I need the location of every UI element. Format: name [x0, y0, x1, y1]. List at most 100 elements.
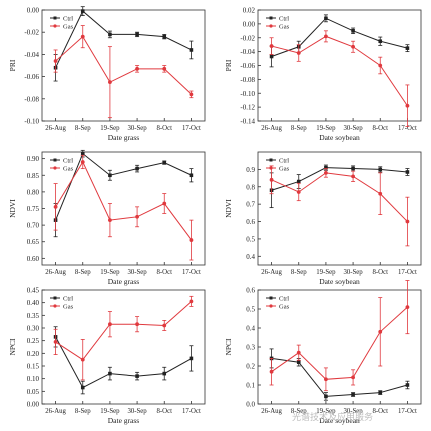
- x-tick-label: 17-Oct: [182, 125, 201, 132]
- y-tick-label: 0.2: [246, 363, 255, 371]
- series-ctrl: [269, 14, 410, 68]
- data-point: [162, 371, 167, 376]
- legend-marker: [53, 296, 57, 300]
- watermark-text: 光谱技术及应用服务: [292, 413, 374, 423]
- y-tick-label: 0.35: [27, 312, 40, 320]
- y-tick-label: 0.02: [243, 7, 256, 15]
- x-tick-label: 17-Oct: [398, 408, 417, 415]
- y-tick-label: 0.15: [27, 363, 40, 371]
- data-point: [80, 34, 85, 39]
- x-tick-label: 19-Sep: [316, 408, 336, 415]
- series-ctrl: [53, 326, 194, 395]
- series-line: [55, 35, 192, 95]
- y-tick-label: -0.10: [240, 90, 255, 98]
- plot-frame: [257, 151, 422, 266]
- legend-label: Gas: [279, 23, 290, 30]
- x-axis-label: Date grass: [108, 416, 140, 425]
- data-point: [80, 385, 85, 390]
- y-tick-label: 0.8: [246, 183, 255, 191]
- chart-panel-5: 0.45 0.40 0.35 0.30 0.25 0.20 0.15 0.10 0.05 0.00…: [8, 287, 206, 425]
- series-gas: [269, 165, 410, 247]
- data-point: [108, 32, 112, 37]
- data-point: [405, 383, 410, 387]
- y-tick-label: -0.14: [240, 118, 255, 126]
- legend-marker: [53, 166, 57, 170]
- y-tick-label: -0.06: [24, 73, 39, 81]
- y-tick-label: 0.00: [243, 20, 256, 28]
- y-axis-label: NPCI: [8, 338, 17, 356]
- series-line: [271, 17, 408, 57]
- x-axis-label: Date grass: [108, 133, 140, 142]
- y-axis-label: NDVI: [8, 199, 17, 218]
- chart-panel-3: 0.90 0.85 0.80 0.75 0.70 0.65 0.60 26-Aug 8-Sep 1…: [8, 149, 206, 286]
- x-tick-label: 26-Aug: [261, 408, 282, 415]
- data-point: [135, 214, 139, 219]
- y-tick-label: -0.06: [240, 62, 255, 70]
- series-line: [55, 160, 192, 241]
- legend-marker: [269, 158, 273, 162]
- data-point: [53, 340, 58, 344]
- data-point: [80, 9, 85, 13]
- chart-panel-4: 0.9 0.8 0.7 0.6 0.5 0.4 26-Aug 8-Sep 19-Sep 30-Se…: [224, 151, 422, 286]
- series-line: [271, 357, 408, 397]
- y-tick-label: 0.80: [27, 188, 40, 196]
- series-line: [55, 10, 192, 68]
- x-tick-label: 30-Sep: [127, 269, 147, 276]
- legend-label: Gas: [63, 303, 74, 310]
- x-tick-label: 8-Oct: [373, 408, 389, 415]
- x-tick-label: 17-Oct: [398, 125, 417, 132]
- data-point: [324, 165, 328, 170]
- data-point: [189, 48, 194, 52]
- series-gas: [53, 295, 194, 381]
- legend-marker: [53, 24, 57, 28]
- series-line: [271, 172, 408, 222]
- series-line: [271, 167, 408, 191]
- x-tick-label: 8-Oct: [373, 269, 389, 276]
- y-axis-label: NDVI: [224, 199, 233, 218]
- data-point: [296, 360, 301, 364]
- series-ctrl: [269, 164, 410, 209]
- data-point: [269, 54, 274, 59]
- plot-frame: [41, 289, 206, 405]
- x-tick-label: 8-Oct: [157, 408, 173, 415]
- data-point: [324, 394, 328, 399]
- y-tick-label: 0.75: [27, 205, 40, 213]
- data-point: [135, 66, 139, 71]
- y-tick-label: 0.20: [27, 350, 40, 358]
- data-point: [324, 34, 328, 39]
- y-tick-label: 0.25: [27, 337, 40, 345]
- data-point: [108, 371, 112, 376]
- data-point: [80, 357, 85, 362]
- y-tick-label: 0.10: [27, 375, 40, 383]
- x-tick-label: 30-Sep: [127, 408, 147, 415]
- data-point: [135, 374, 139, 378]
- series-line: [271, 306, 408, 380]
- data-point: [108, 322, 112, 327]
- y-tick-label: 0.40: [27, 299, 40, 307]
- y-tick-label: -0.10: [24, 118, 39, 126]
- legend-marker: [269, 16, 273, 20]
- data-point: [405, 170, 410, 174]
- series-line: [271, 35, 408, 107]
- y-tick-label: -0.02: [24, 29, 39, 37]
- data-point: [108, 173, 112, 178]
- data-point: [351, 29, 355, 33]
- legend-marker: [269, 296, 273, 300]
- plot-frame: [41, 9, 206, 122]
- data-point: [296, 179, 301, 184]
- data-point: [269, 177, 274, 182]
- y-axis-label: NPCI: [224, 338, 233, 356]
- x-tick-label: 19-Sep: [100, 125, 120, 132]
- chart-panel-6: 0.6 0.5 0.4 0.3 0.2 0.1 0.0 26-Aug 8-Sep 19-Sep 30…: [224, 280, 422, 425]
- x-tick-label: 26-Aug: [45, 125, 66, 132]
- data-point: [351, 174, 355, 179]
- data-point: [189, 92, 194, 97]
- x-tick-label: 8-Sep: [291, 125, 307, 132]
- x-axis-label: Date soybean: [319, 416, 360, 425]
- series-line: [55, 152, 192, 221]
- x-tick-label: 30-Sep: [343, 408, 363, 415]
